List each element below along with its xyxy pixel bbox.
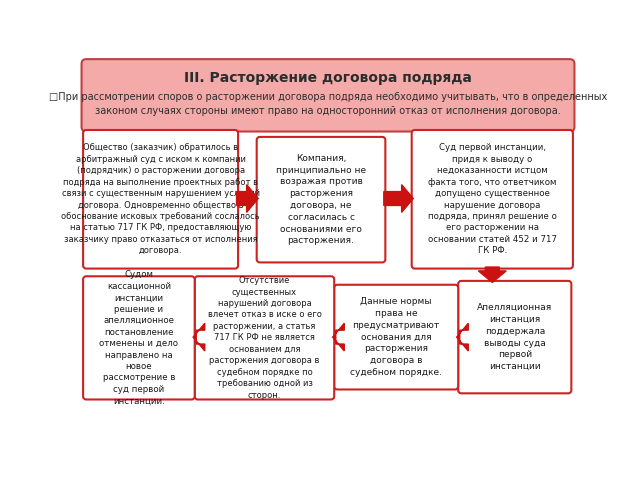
Text: Компания,
принципиально не
возражая против
расторжения
договора, не
согласилась : Компания, принципиально не возражая прот… (276, 154, 366, 245)
Polygon shape (237, 185, 259, 212)
Polygon shape (478, 267, 506, 282)
FancyBboxPatch shape (458, 281, 572, 393)
Text: □При рассмотрении споров о расторжении договора подряда необходимо учитывать, чт: □При рассмотрении споров о расторжении д… (49, 92, 607, 116)
Text: Данные нормы
права не
предусматривают
основания для
расторжения
договора в
судеб: Данные нормы права не предусматривают ос… (350, 297, 442, 377)
FancyBboxPatch shape (195, 276, 334, 399)
Text: Судом
кассационной
инстанции
решение и
апелляционное
постановление
отменены и де: Судом кассационной инстанции решение и а… (99, 270, 179, 405)
Polygon shape (384, 185, 413, 212)
FancyBboxPatch shape (83, 130, 238, 269)
FancyBboxPatch shape (412, 130, 573, 269)
FancyBboxPatch shape (334, 285, 458, 389)
FancyBboxPatch shape (81, 59, 575, 132)
Text: Суд первой инстанции,
придя к выводу о
недоказанности истцом
факта того, что отв: Суд первой инстанции, придя к выводу о н… (428, 143, 557, 255)
FancyBboxPatch shape (83, 276, 195, 399)
FancyBboxPatch shape (257, 137, 385, 263)
Polygon shape (333, 323, 344, 351)
Text: Отсутствие
существенных
нарушений договора
влечет отказ в иске о его
расторжении: Отсутствие существенных нарушений догово… (207, 276, 321, 400)
Text: Апелляционная
инстанция
поддержала
выводы суда
первой
инстанции: Апелляционная инстанция поддержала вывод… (477, 303, 552, 371)
Text: Общество (заказчик) обратилось в
арбитражный суд с иском к компании
(подрядчик) : Общество (заказчик) обратилось в арбитра… (61, 143, 260, 255)
Polygon shape (457, 323, 468, 351)
Text: III. Расторжение договора подряда: III. Расторжение договора подряда (184, 72, 472, 85)
Polygon shape (193, 323, 205, 351)
